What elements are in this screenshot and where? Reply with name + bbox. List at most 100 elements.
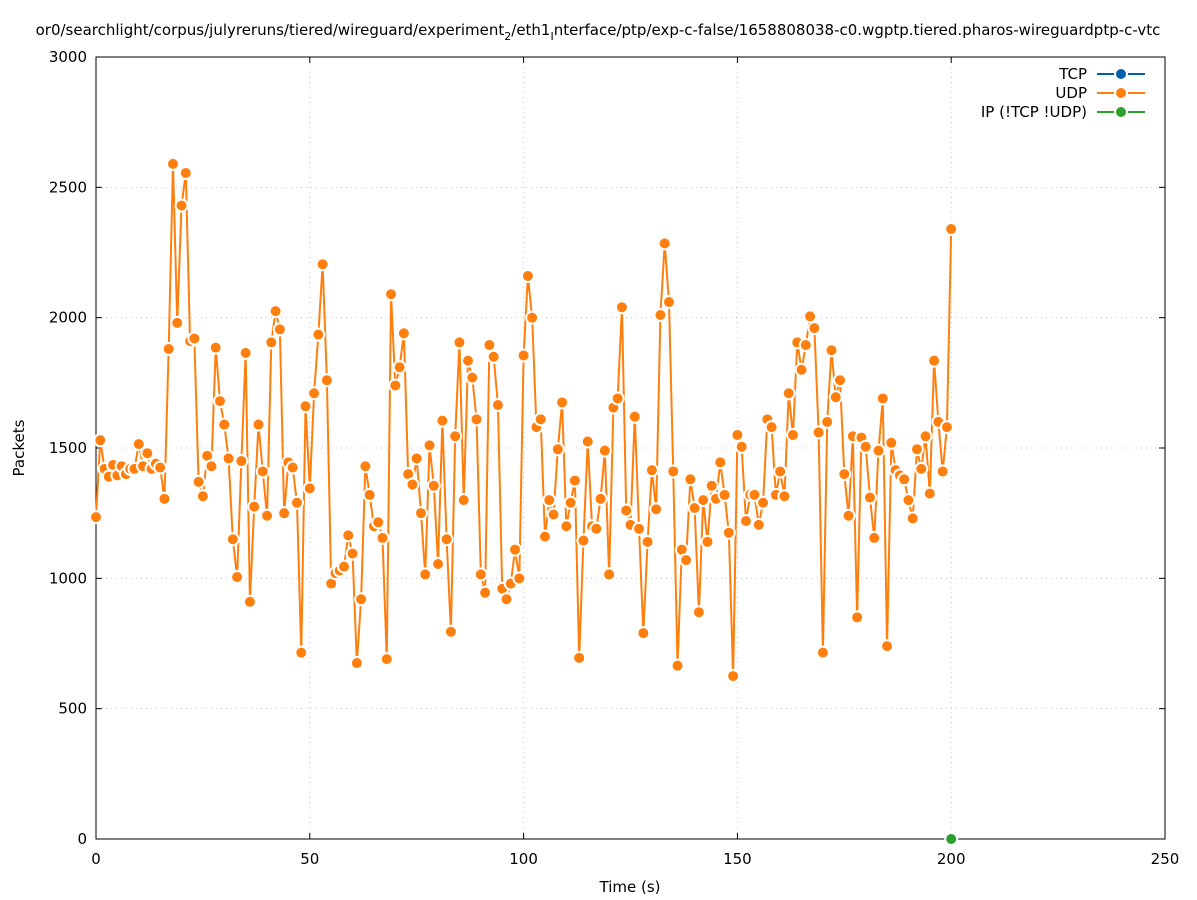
y-tick-label: 2500 — [49, 178, 87, 196]
data-point — [89, 510, 103, 525]
data-point — [225, 532, 240, 547]
data-point — [285, 460, 300, 475]
data-point — [213, 394, 227, 409]
x-tick-label: 100 — [509, 850, 538, 868]
y-tick-label: 2000 — [49, 309, 87, 327]
data-point — [439, 532, 454, 547]
data-point — [418, 567, 433, 582]
data-point — [563, 495, 578, 510]
data-point — [157, 491, 172, 506]
data-point — [730, 427, 745, 442]
data-point — [405, 477, 420, 492]
data-point — [589, 521, 604, 536]
data-point — [944, 222, 959, 237]
x-tick-label: 200 — [937, 850, 966, 868]
data-point — [456, 493, 471, 508]
data-point — [734, 439, 749, 454]
data-point — [713, 455, 728, 470]
data-point — [208, 340, 223, 355]
data-point — [781, 386, 796, 401]
data-point — [431, 557, 446, 571]
data-point — [572, 650, 587, 665]
data-point — [315, 257, 330, 272]
data-point — [349, 656, 364, 671]
data-point — [833, 373, 848, 388]
data-point — [375, 530, 390, 545]
data-point — [341, 528, 356, 543]
data-point — [841, 508, 856, 523]
data-point — [516, 348, 531, 363]
y-tick-label: 0 — [77, 830, 87, 848]
data-point — [392, 360, 407, 375]
data-point — [388, 378, 403, 393]
data-point — [289, 495, 304, 510]
data-point — [311, 327, 326, 342]
data-point — [636, 626, 651, 641]
data-point — [700, 534, 715, 549]
data-point — [927, 353, 942, 368]
data-point — [914, 461, 929, 476]
data-point — [448, 429, 463, 444]
data-point — [649, 502, 664, 517]
data-point — [473, 567, 488, 582]
data-point — [490, 397, 505, 412]
data-point — [230, 570, 245, 585]
x-tick-label: 250 — [1151, 850, 1180, 868]
data-point — [251, 417, 266, 432]
data-point — [820, 414, 835, 429]
data-point — [161, 341, 176, 356]
data-point — [691, 605, 706, 620]
data-point — [435, 413, 450, 428]
x-tick-label: 150 — [723, 850, 752, 868]
x-tick-label: 50 — [300, 850, 319, 868]
data-point — [195, 489, 210, 504]
data-point — [542, 493, 557, 508]
data-point — [93, 433, 108, 448]
data-point — [559, 519, 574, 534]
data-point — [901, 493, 916, 508]
legend-marker — [1114, 67, 1128, 81]
data-point — [619, 503, 634, 518]
data-point — [371, 515, 386, 530]
chart-title: or0/searchlight/corpus/julyreruns/tiered… — [36, 21, 1161, 43]
data-point — [499, 592, 514, 607]
data-point — [422, 438, 437, 453]
legend-label: UDP — [1055, 84, 1087, 102]
legend-marker — [1114, 86, 1128, 100]
data-point — [657, 236, 672, 251]
data-point — [260, 508, 275, 523]
x-tick-label: 0 — [91, 850, 101, 868]
data-point — [593, 491, 608, 506]
data-point — [726, 669, 741, 684]
data-point — [469, 412, 484, 427]
legend-label: IP (!TCP !UDP) — [981, 103, 1087, 121]
data-point — [461, 353, 476, 368]
data-point — [880, 639, 895, 654]
series-layer — [89, 156, 959, 846]
data-point — [773, 464, 788, 479]
data-point — [520, 268, 535, 283]
data-point — [533, 412, 548, 427]
data-point — [794, 362, 809, 377]
data-point — [217, 417, 232, 432]
data-point — [944, 832, 959, 846]
data-point — [610, 391, 625, 406]
data-point — [807, 321, 822, 336]
data-point — [614, 300, 629, 315]
data-point — [337, 559, 352, 574]
series-1 — [89, 156, 959, 684]
data-point — [602, 567, 617, 582]
data-point — [640, 534, 655, 549]
data-point — [345, 546, 360, 561]
data-point — [828, 390, 843, 405]
y-axis-label: Packets — [10, 419, 28, 476]
data-point — [653, 308, 668, 323]
data-point — [452, 335, 467, 350]
data-point — [717, 487, 732, 502]
data-point — [238, 345, 253, 360]
data-point — [862, 490, 877, 505]
legend-marker — [1114, 105, 1128, 119]
data-point — [871, 443, 886, 458]
data-point — [255, 464, 270, 479]
